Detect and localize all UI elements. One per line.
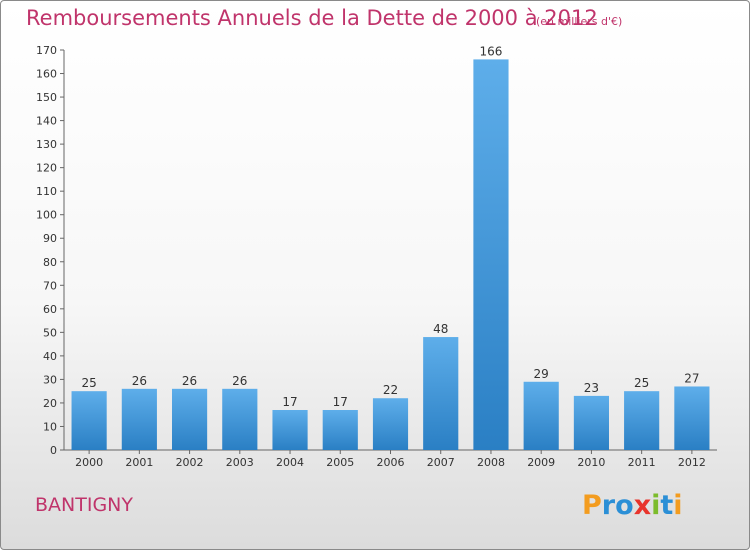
chart-bars [71, 59, 710, 450]
y-tick-label: 140 [36, 115, 57, 128]
y-tick-label: 170 [36, 44, 57, 57]
logo-letter: o [615, 490, 634, 521]
bar-value-label: 25 [634, 376, 649, 390]
bar-value-label: 29 [534, 367, 549, 381]
bar-value-label: 26 [182, 374, 197, 388]
y-tick-label: 160 [36, 68, 57, 81]
bar-2002 [171, 388, 208, 450]
bar-2012 [674, 386, 710, 450]
y-tick-label: 100 [36, 209, 57, 222]
logo-letter: r [601, 490, 616, 521]
y-tick-label: 90 [43, 232, 57, 245]
bar-value-label: 26 [132, 374, 147, 388]
bar-value-label: 17 [333, 395, 348, 409]
x-tick-label: 2011 [628, 456, 656, 469]
logo-letter: i [651, 490, 661, 521]
bar-2004 [272, 410, 308, 450]
commune-name: BANTIGNY [35, 494, 133, 516]
bar-2011 [624, 391, 660, 450]
bar-2000 [71, 391, 107, 450]
x-tick-label: 2010 [577, 456, 605, 469]
x-tick-label: 2009 [527, 456, 555, 469]
bar-2001 [121, 388, 157, 450]
x-tick-label: 2006 [377, 456, 405, 469]
y-tick-label: 110 [36, 185, 57, 198]
y-tick-label: 60 [43, 303, 57, 316]
logo-letter: P [582, 490, 602, 521]
logo-letter: i [673, 490, 683, 521]
bar-2007 [423, 337, 459, 450]
logo-letter: x [633, 490, 652, 521]
bar-2008 [473, 59, 509, 450]
bar-2009 [523, 381, 559, 450]
chart-data-labels: 25 26 26 26 17 17 22 48 166 29 23 25 27 [81, 44, 699, 409]
y-tick-label: 50 [43, 326, 57, 339]
x-tick-label: 2002 [176, 456, 204, 469]
bar-value-label: 26 [232, 374, 247, 388]
bar-value-label: 25 [81, 376, 96, 390]
x-tick-label: 2007 [427, 456, 455, 469]
x-tick-label: 2012 [678, 456, 706, 469]
y-tick-label: 80 [43, 256, 57, 269]
y-tick-label: 0 [50, 444, 57, 457]
x-tick-label: 2000 [75, 456, 103, 469]
proxiti-logo: Proxiti [582, 490, 683, 521]
x-tick-label: 2003 [226, 456, 254, 469]
y-tick-label: 120 [36, 162, 57, 175]
bar-value-label: 166 [480, 44, 503, 58]
y-tick-label: 10 [43, 420, 57, 433]
chart-title: Remboursements Annuels de la Dette de 20… [26, 6, 598, 30]
y-tick-label: 150 [36, 91, 57, 104]
bar-value-label: 22 [383, 383, 398, 397]
bar-value-label: 17 [282, 395, 297, 409]
x-tick-label: 2001 [125, 456, 153, 469]
x-tick-label: 2008 [477, 456, 505, 469]
y-tick-label: 20 [43, 397, 57, 410]
bar-2005 [322, 410, 358, 450]
bar-value-label: 48 [433, 322, 448, 336]
y-tick-label: 30 [43, 373, 57, 386]
x-tick-label: 2004 [276, 456, 304, 469]
x-tick-label: 2005 [326, 456, 354, 469]
bar-2006 [372, 398, 409, 450]
y-tick-label: 70 [43, 279, 57, 292]
chart-subtitle: (en milliers d'€) [536, 15, 623, 28]
bar-2010 [573, 395, 610, 450]
y-tick-label: 130 [36, 138, 57, 151]
bar-value-label: 27 [684, 371, 699, 385]
logo-letter: t [660, 490, 674, 521]
bar-2003 [222, 388, 258, 450]
y-tick-label: 40 [43, 350, 57, 363]
bar-value-label: 23 [584, 381, 599, 395]
